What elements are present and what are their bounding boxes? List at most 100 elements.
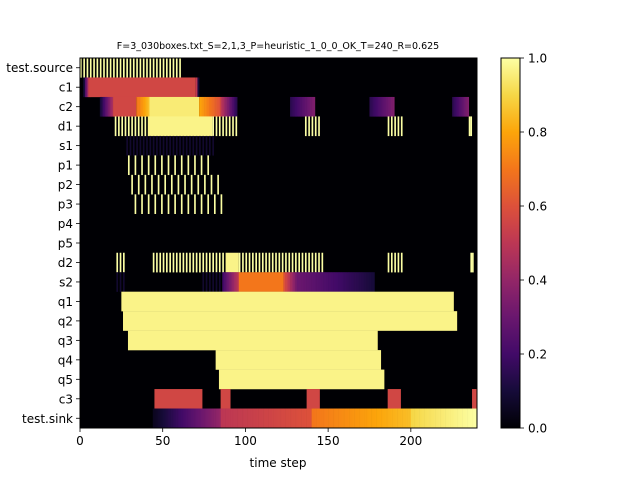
cell-d2 <box>242 252 244 273</box>
cell-test.sink <box>311 408 314 429</box>
y-tick-label: c1 <box>59 81 73 95</box>
cell-test.source <box>126 58 128 78</box>
cell-test.sink <box>472 408 474 429</box>
cell-s2 <box>339 272 342 292</box>
cell-c2 <box>379 96 382 117</box>
cell-s2 <box>349 272 352 292</box>
cell-test.sink <box>230 408 233 429</box>
cell-s2 <box>316 272 319 292</box>
cell-c2 <box>213 96 216 117</box>
cell-c2 <box>233 96 236 117</box>
cell-s1 <box>182 135 185 156</box>
cell-c2 <box>460 96 463 117</box>
cell-test.source <box>166 58 168 78</box>
cell-test.sink <box>470 408 473 429</box>
colorbar-tick-label: 0.4 <box>528 274 547 288</box>
cell-test.sink <box>351 408 354 429</box>
cell-test.sink <box>154 408 157 429</box>
cell-test.sink <box>367 408 370 429</box>
cell-d1 <box>470 116 473 137</box>
cell-d2 <box>298 252 301 273</box>
cell-test.sink <box>419 408 422 429</box>
cell-c2 <box>222 96 225 117</box>
cell-s1 <box>185 135 188 156</box>
y-axis: test.source c1 c2 d1 s1 p1 p2 p3 p4 p5 d2 s2 q1 q2 q3 q… <box>6 61 80 426</box>
cell-c2 <box>103 96 106 117</box>
cell-d2 <box>275 252 277 273</box>
cell-test.sink <box>280 408 283 429</box>
cell-d1 <box>215 116 218 137</box>
cell-test.sink <box>207 408 210 429</box>
cell-d2 <box>252 252 254 273</box>
cell-p3 <box>134 194 137 214</box>
cell-test.sink <box>266 408 269 429</box>
cell-c2 <box>387 96 390 117</box>
cell-c2 <box>210 96 213 117</box>
cell-d2 <box>308 252 310 273</box>
cell-d2 <box>182 252 185 273</box>
cell-test.sink <box>301 408 304 429</box>
cell-c2 <box>392 96 395 117</box>
cell-s2 <box>372 272 375 292</box>
cell-d2 <box>152 252 155 273</box>
cell-p1 <box>167 155 170 176</box>
cell-c2 <box>303 96 306 117</box>
cell-c2 <box>298 96 301 117</box>
cell-d1 <box>137 116 140 137</box>
cell-test.sink <box>189 408 192 429</box>
cell-test.sink <box>404 408 407 429</box>
cell-c2 <box>452 96 455 117</box>
cell-test.sink <box>159 408 162 429</box>
cell-test.sink <box>402 408 405 429</box>
cell-d2 <box>304 252 307 273</box>
cell-s2 <box>346 272 349 292</box>
cell-c2 <box>301 96 304 117</box>
cell-c2 <box>136 96 139 117</box>
cell-p2 <box>177 174 180 195</box>
cell-c2 <box>101 96 104 117</box>
cell-s1 <box>142 135 145 156</box>
cell-s2 <box>347 272 350 292</box>
cell-test.sink <box>210 408 213 429</box>
cell-s2 <box>283 272 286 292</box>
cell-q5 <box>218 369 385 390</box>
cell-test.source <box>123 58 125 78</box>
cell-test.sink <box>223 408 226 429</box>
cell-p2 <box>170 174 173 195</box>
cell-d1 <box>468 116 471 137</box>
cell-c2 <box>309 96 312 117</box>
cell-p1 <box>127 155 130 176</box>
y-tick-label: p2 <box>58 178 73 192</box>
cell-test.sink <box>172 408 175 429</box>
cell-test.sink <box>435 408 438 429</box>
cell-p3 <box>174 194 176 214</box>
cell-s2 <box>223 272 226 292</box>
cell-c1 <box>89 77 196 98</box>
x-axis: 0 50 100 150 200 <box>76 428 422 448</box>
cell-d1 <box>235 116 238 137</box>
cell-test.source <box>139 58 142 78</box>
cell-test.sink <box>448 408 451 429</box>
cell-test.sink <box>218 408 221 429</box>
cell-d1 <box>387 116 390 137</box>
cell-d2 <box>268 252 271 273</box>
cell-test.sink <box>222 408 225 429</box>
cell-c2 <box>382 96 385 117</box>
cell-c2 <box>386 96 388 117</box>
cell-test.sink <box>270 408 273 429</box>
cell-p2 <box>137 174 140 195</box>
cell-p3 <box>154 194 157 214</box>
cell-d1 <box>222 116 224 137</box>
cell-d2 <box>245 252 248 273</box>
y-tick-label: c2 <box>59 100 73 114</box>
cell-test.sink <box>397 408 400 429</box>
cell-test.source <box>149 58 152 78</box>
cell-d2 <box>212 252 214 273</box>
cell-test.source <box>83 58 85 78</box>
cell-s2 <box>225 272 228 292</box>
cell-test.sink <box>237 408 240 429</box>
cell-d1 <box>114 116 117 137</box>
cell-d2 <box>321 252 324 273</box>
cell-test.sink <box>414 408 417 429</box>
cell-test.sink <box>174 408 177 429</box>
